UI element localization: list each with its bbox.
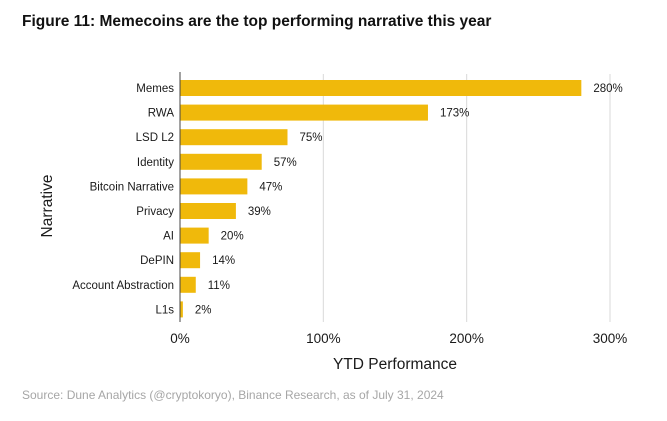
x-tick-label: 200% [449, 331, 484, 346]
data-label: 20% [221, 231, 244, 243]
data-label: 47% [259, 181, 282, 193]
bar [180, 227, 209, 244]
bar [180, 104, 428, 121]
data-label: 14% [212, 255, 235, 267]
category-label: Privacy [136, 206, 174, 218]
category-label: Account Abstraction [72, 280, 174, 292]
data-label: 75% [300, 132, 323, 144]
category-label: DePIN [140, 255, 174, 267]
x-tick-labels: 0% 100% 200% 300% [170, 331, 627, 346]
category-label: Bitcoin Narrative [90, 181, 174, 193]
data-label: 173% [440, 108, 469, 120]
x-tick-label: 100% [306, 331, 341, 346]
data-label: 2% [195, 304, 212, 316]
category-label: LSD L2 [136, 132, 174, 144]
category-label: Identity [137, 157, 174, 169]
data-label: 11% [208, 280, 230, 292]
bar [180, 276, 196, 293]
category-labels: Memes RWA LSD L2 Identity Bitcoin Narrative P… [72, 83, 174, 316]
bars [180, 80, 582, 318]
category-label: L1s [155, 304, 174, 316]
source-note: Source: Dune Analytics (@cryptokoryo), B… [22, 388, 444, 402]
category-label: RWA [148, 108, 175, 120]
data-label: 57% [274, 157, 297, 169]
bar [180, 252, 201, 269]
bar [180, 129, 288, 146]
bar [180, 203, 236, 219]
figure-title: Figure 11: Memecoins are the top perform… [22, 13, 492, 30]
x-tick-label: 300% [593, 331, 628, 346]
category-label: AI [163, 231, 174, 243]
bar [180, 80, 582, 96]
bar [180, 153, 262, 170]
bar [180, 301, 183, 318]
x-tick-label: 0% [170, 331, 190, 346]
y-axis-title: Narrative [39, 175, 56, 238]
category-label: Memes [136, 83, 174, 95]
value-labels: 280% 173% 75% 57% 47% 39% 20% 14% 11% 2% [195, 83, 623, 316]
bar [180, 178, 248, 195]
data-label: 280% [593, 83, 622, 95]
x-axis-title: YTD Performance [333, 356, 457, 373]
data-label: 39% [248, 206, 271, 218]
